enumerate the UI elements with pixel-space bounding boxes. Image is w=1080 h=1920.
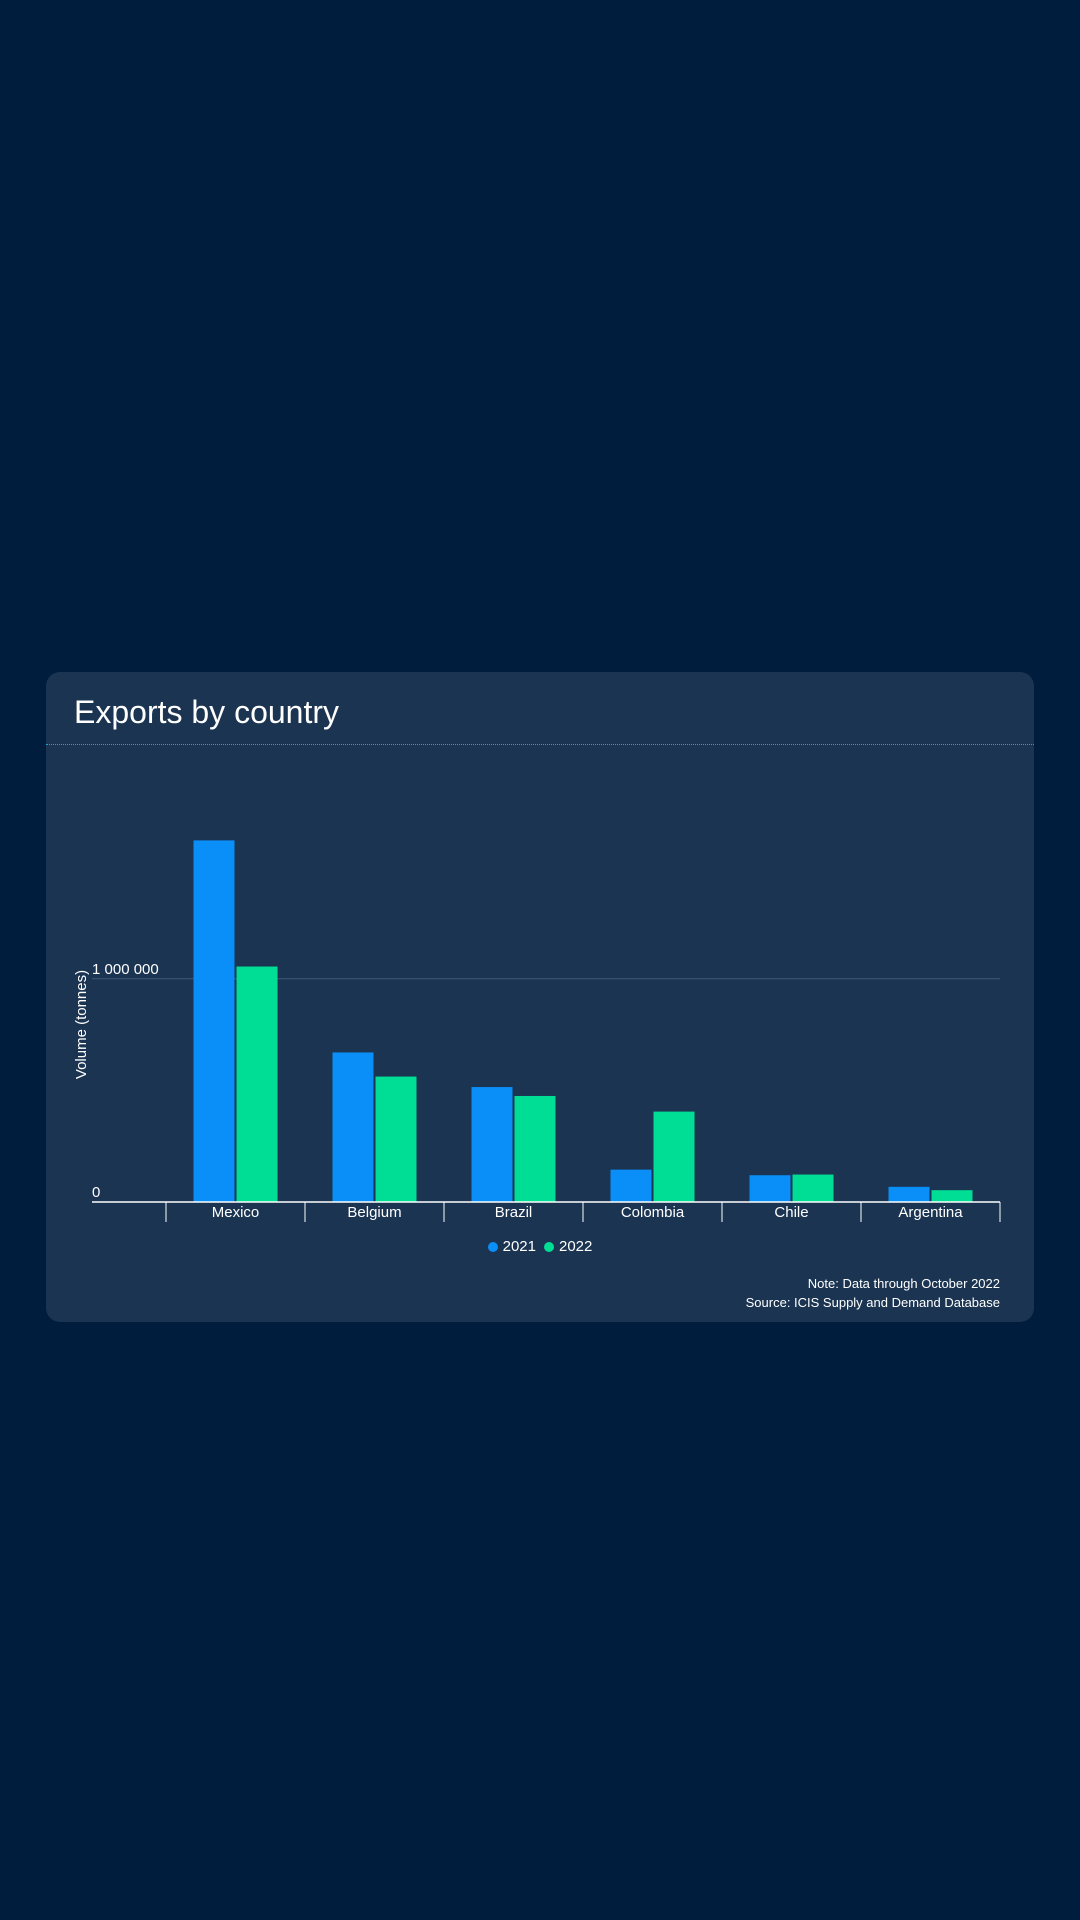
data-note: Note: Data through October 2022 <box>807 1276 1000 1291</box>
x-tick-label: Brazil <box>495 1204 533 1221</box>
chart-card: Exports by country 0 1 000 000 Volume (ton… <box>46 672 1034 1322</box>
y-tick-label: 0 <box>92 1184 100 1201</box>
bar-2022-colombia <box>653 1111 695 1202</box>
bar-2021-belgium <box>332 1052 374 1202</box>
title-divider <box>46 744 1034 745</box>
legend-swatch-2022 <box>544 1241 554 1252</box>
bar-2021-mexico <box>193 840 235 1202</box>
bar-2021-chile <box>749 1175 791 1202</box>
legend-label-2022: 2022 <box>559 1238 593 1255</box>
bar-2022-mexico <box>236 966 278 1202</box>
chart-legend: 2021 2022 <box>46 1238 1034 1255</box>
chart-notes: Note: Data through October 2022 Source: … <box>746 1274 1000 1312</box>
bar-2021-colombia <box>610 1169 652 1202</box>
x-tick-label: Colombia <box>621 1204 685 1221</box>
x-tick-label: Chile <box>774 1204 808 1221</box>
bar-2021-argentina <box>888 1186 930 1202</box>
y-tick-label: 1 000 000 <box>92 961 159 978</box>
bar-2022-chile <box>792 1174 834 1202</box>
source-note: Source: ICIS Supply and Demand Database <box>745 1295 1000 1310</box>
bar-2022-belgium <box>375 1076 417 1202</box>
bar-2022-argentina <box>931 1190 973 1202</box>
x-tick-label: Argentina <box>898 1204 963 1221</box>
x-tick-label: Belgium <box>347 1204 401 1221</box>
x-tick-label: Mexico <box>212 1204 260 1221</box>
chart-title: Exports by country <box>74 694 339 730</box>
legend-item-2022[interactable]: 2022 <box>544 1238 592 1255</box>
bar-2022-brazil <box>514 1095 556 1202</box>
legend-item-2021[interactable]: 2021 <box>487 1238 536 1255</box>
y-axis-title: Volume (tonnes) <box>73 970 90 1079</box>
legend-swatch-2021 <box>487 1241 498 1252</box>
legend-label-2021: 2021 <box>502 1238 536 1255</box>
bar-2021-brazil <box>471 1087 513 1202</box>
